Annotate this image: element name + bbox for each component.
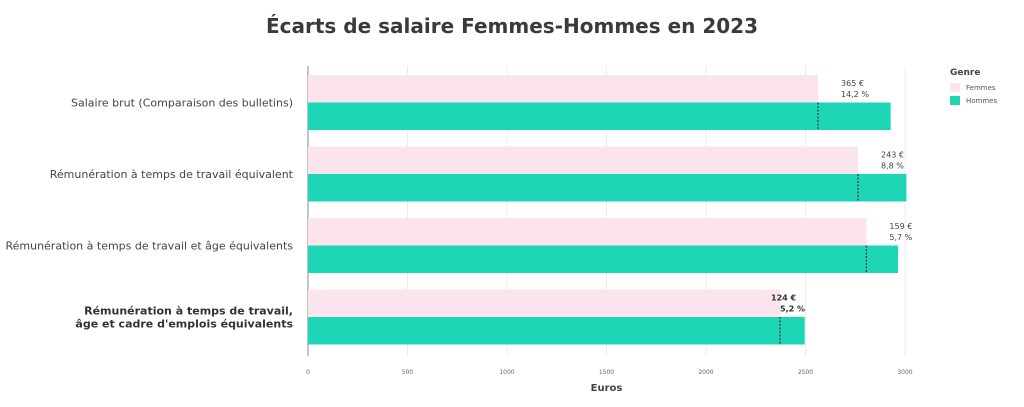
category-label: Salaire brut (Comparaison des bulletins): [71, 97, 293, 110]
gap-percent-label: 5,2 %: [780, 305, 805, 314]
x-axis-title: Euros: [591, 383, 623, 394]
bar-femmes: [308, 218, 867, 246]
legend-label-hommes: Hommes: [966, 96, 998, 105]
gap-percent-label: 8,8 %: [881, 162, 904, 171]
gap-percent-label: 5,7 %: [889, 233, 912, 242]
x-tick-label: 1000: [499, 369, 514, 376]
bar-femmes: [308, 289, 781, 317]
bar-femmes: [308, 75, 819, 103]
legend-label-femmes: Femmes: [966, 83, 996, 92]
x-tick-label: 2500: [798, 369, 813, 376]
x-tick-label: 3000: [897, 369, 912, 376]
bars: [308, 75, 907, 345]
legend-swatch-hommes: [950, 96, 960, 105]
x-tick-label: 500: [402, 369, 414, 376]
x-tick-label: 0: [306, 369, 310, 376]
x-tick-label: 1500: [599, 369, 614, 376]
bar-hommes: [308, 245, 899, 273]
gap-percent-label: 14,2 %: [841, 90, 869, 99]
chart-title: Écarts de salaire Femmes-Hommes en 2023: [265, 14, 759, 38]
category-label: Rémunération à temps de travail,: [84, 305, 293, 318]
gap-amount-label: 365 €: [841, 79, 864, 88]
bar-femmes: [308, 146, 859, 174]
legend-item-femmes[interactable]: Femmes: [950, 81, 997, 94]
bar-hommes: [308, 317, 805, 345]
gap-amount-label: 124 €: [771, 294, 796, 303]
legend-item-hommes[interactable]: Hommes: [950, 94, 997, 107]
legend-swatch-femmes: [950, 83, 960, 92]
bar-hommes: [308, 174, 907, 202]
labels: 0 500 1000 1500 2000 2500 3000 Euros 365 € 14,2 %…: [5, 79, 912, 394]
category-label: âge et cadre d'emplois équivalents: [75, 318, 293, 331]
gap-amount-label: 159 €: [889, 222, 912, 231]
category-label: Rémunération à temps de travail équivale…: [50, 168, 294, 181]
legend: Genre Femmes Hommes: [950, 68, 997, 107]
legend-title: Genre: [950, 68, 981, 78]
category-label: Rémunération à temps de travail et âge é…: [5, 240, 293, 253]
x-tick-label: 2000: [698, 369, 713, 376]
bar-hommes: [308, 102, 891, 130]
gap-amount-label: 243 €: [881, 151, 904, 160]
